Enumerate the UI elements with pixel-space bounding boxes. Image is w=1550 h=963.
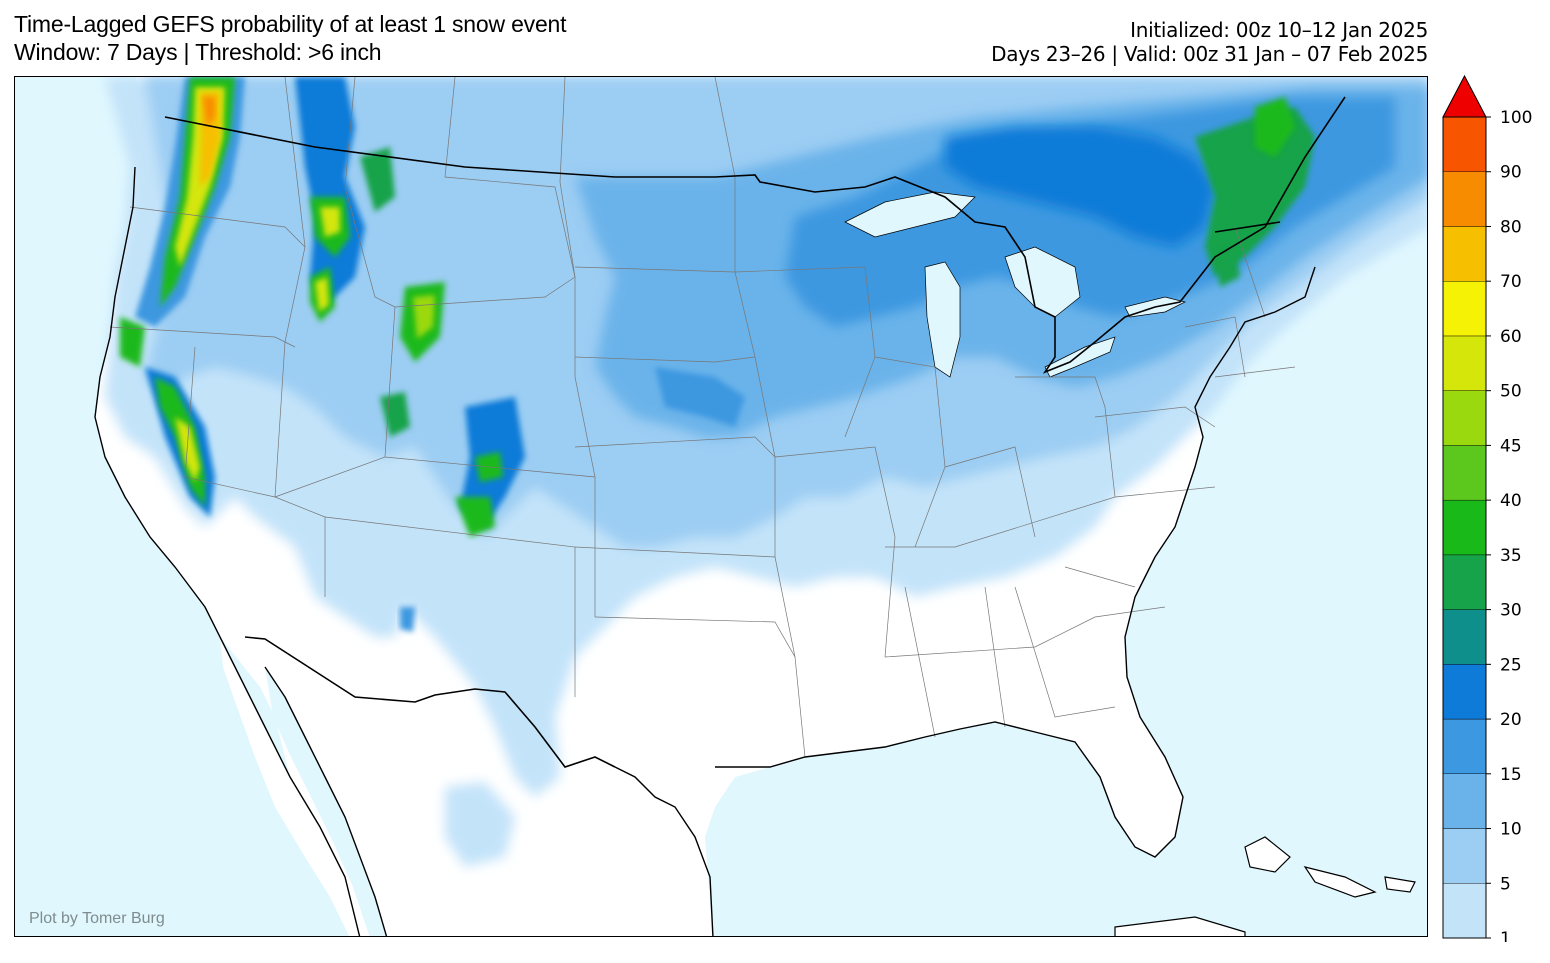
colorbar-tick-label: 45: [1500, 436, 1522, 456]
plot-credit: Plot by Tomer Burg: [29, 910, 165, 927]
coastlines: [94, 166, 1316, 936]
colorbar-tick-label: 100: [1500, 108, 1532, 128]
pacific-ocean: [15, 77, 360, 936]
lake-michigan: [924, 261, 961, 378]
initialized-text: Initialized: 00z 10–12 Jan 2025: [1130, 18, 1428, 42]
snow-probability-map: Plot by Tomer Burg: [14, 76, 1428, 937]
colorbar-tick-label: 40: [1500, 491, 1522, 511]
colorbar-segment: [1442, 609, 1487, 665]
probability-shading: [105, 77, 1427, 867]
colorbar-tick-label: 25: [1500, 655, 1522, 675]
colorbar-tick-label: 20: [1500, 710, 1522, 730]
caribbean-islands: [1114, 836, 1416, 936]
valid-text: Days 23–26 | Valid: 00z 31 Jan – 07 Feb …: [991, 42, 1428, 66]
gulf-of-california: [265, 667, 387, 936]
run-info: Initialized: 00z 10–12 Jan 2025 Days 23–…: [991, 18, 1428, 66]
colorbar-tick-label: 1: [1500, 929, 1511, 942]
colorbar-segment: [1442, 883, 1487, 939]
chart-title: Time-Lagged GEFS probability of at least…: [14, 10, 567, 66]
colorbar-tick-label: 30: [1500, 601, 1522, 621]
colorbar-tick-label: 15: [1500, 765, 1522, 785]
colorbar-segment: [1442, 280, 1487, 337]
map-canvas: [15, 77, 1427, 936]
colorbar-segment: [1442, 499, 1487, 556]
title-line2: Window: 7 Days | Threshold: >6 inch: [14, 39, 382, 65]
lake-huron: [1004, 246, 1081, 318]
state-borders: [109, 77, 1296, 758]
colorbar-segment: [1442, 773, 1487, 829]
baja-peninsula: [220, 637, 360, 936]
colorbar-segment: [1442, 116, 1487, 172]
colorbar-segment: [1442, 664, 1487, 720]
title-line1: Time-Lagged GEFS probability of at least…: [14, 11, 567, 37]
colorbar-tick-label: 90: [1500, 163, 1522, 183]
colorbar-tick-label: 35: [1500, 546, 1522, 566]
colorbar-segment: [1442, 335, 1487, 391]
colorbar-outline: [1442, 116, 1487, 939]
colorbar-segment: [1442, 828, 1487, 884]
colorbar-segment: [1442, 445, 1487, 501]
great-lakes: [844, 191, 1187, 378]
colorbar-extend-arrow: [1442, 74, 1487, 118]
colorbar-boxes: [1442, 74, 1487, 939]
lake-superior: [844, 191, 976, 238]
colorbar-segment: [1442, 171, 1487, 227]
colorbar-tick-label: 80: [1500, 217, 1522, 237]
colorbar-segment: [1442, 718, 1487, 774]
colorbar-tick-label: 70: [1500, 272, 1522, 292]
colorbar-tick-label: 60: [1500, 327, 1522, 347]
colorbar-segment: [1442, 226, 1487, 282]
colorbar-segment: [1442, 390, 1487, 446]
colorbar-tick-label: 10: [1500, 820, 1522, 840]
colorbar-segment: [1442, 554, 1487, 610]
colorbar-tick-label: 50: [1500, 382, 1522, 402]
country-borders: [164, 96, 1346, 768]
colorbar-tick-label: 5: [1500, 874, 1511, 894]
